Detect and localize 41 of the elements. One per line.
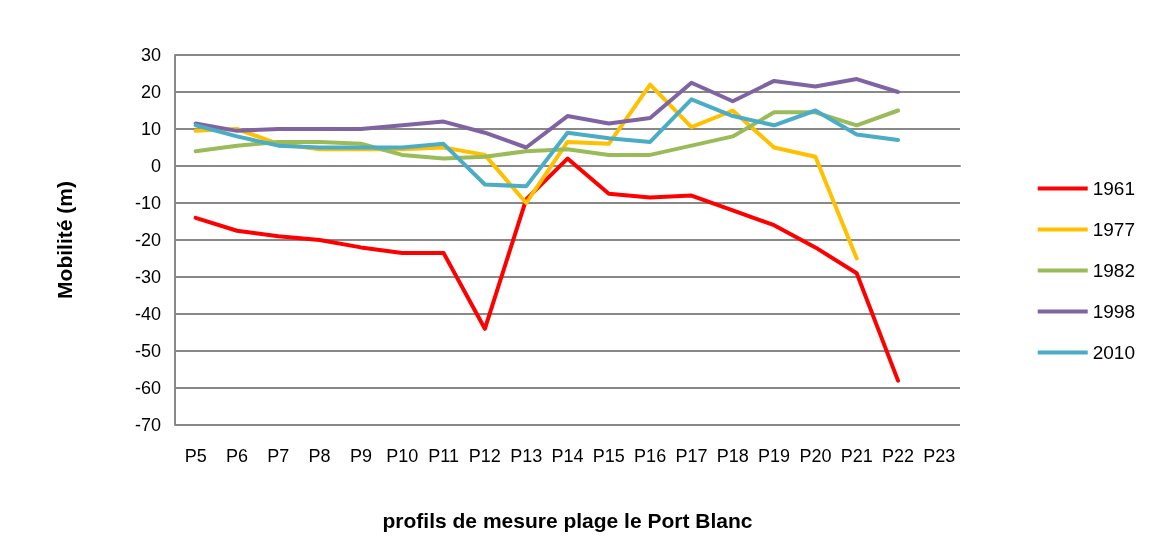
y-axis-title: Mobilité (m) [53,181,76,299]
line-series [193,156,901,383]
y-tick-label: -10 [134,193,161,213]
x-tick-label: P15 [592,446,625,466]
line-series [193,97,901,189]
legend-label: 1998 [1092,301,1136,322]
y-tick-label: 30 [140,45,161,65]
x-tick-label: P16 [634,446,667,466]
x-tick-label: P23 [923,446,956,466]
x-tick-label: P7 [267,446,290,466]
x-tick-label: P8 [308,446,331,466]
x-tick-label: P22 [882,446,915,466]
y-tick-label: 0 [150,156,161,176]
x-tick-label: P6 [225,446,248,466]
line-series [193,77,901,150]
x-tick-label: P13 [510,446,543,466]
x-tick-label: P21 [840,446,873,466]
legend-label: 2010 [1092,342,1136,363]
y-tick-label: -50 [134,341,161,361]
line-series [193,108,901,161]
y-tick-label: -40 [134,304,161,324]
x-axis-title: profils de mesure plage le Port Blanc [382,509,753,532]
y-tick-label: -20 [134,230,161,250]
x-tick-label: P9 [349,446,372,466]
x-tick-label: P14 [551,446,584,466]
legend-label: 1977 [1092,219,1136,240]
y-tick-label: 10 [140,119,161,139]
y-tick-label: 20 [140,82,161,102]
legend-label: 1982 [1092,260,1136,281]
x-tick-label: P17 [675,446,708,466]
x-tick-label: P19 [758,446,791,466]
x-tick-label: P10 [386,446,419,466]
x-tick-label: P20 [799,446,832,466]
y-tick-label: -70 [134,415,161,435]
x-tick-label: P11 [428,446,459,466]
x-tick-label: P5 [184,446,207,466]
y-tick-label: -30 [134,267,161,287]
x-tick-label: P12 [468,446,501,466]
x-tick-label: P18 [716,446,749,466]
legend-label: 1961 [1092,178,1136,199]
y-tick-label: -60 [134,378,161,398]
